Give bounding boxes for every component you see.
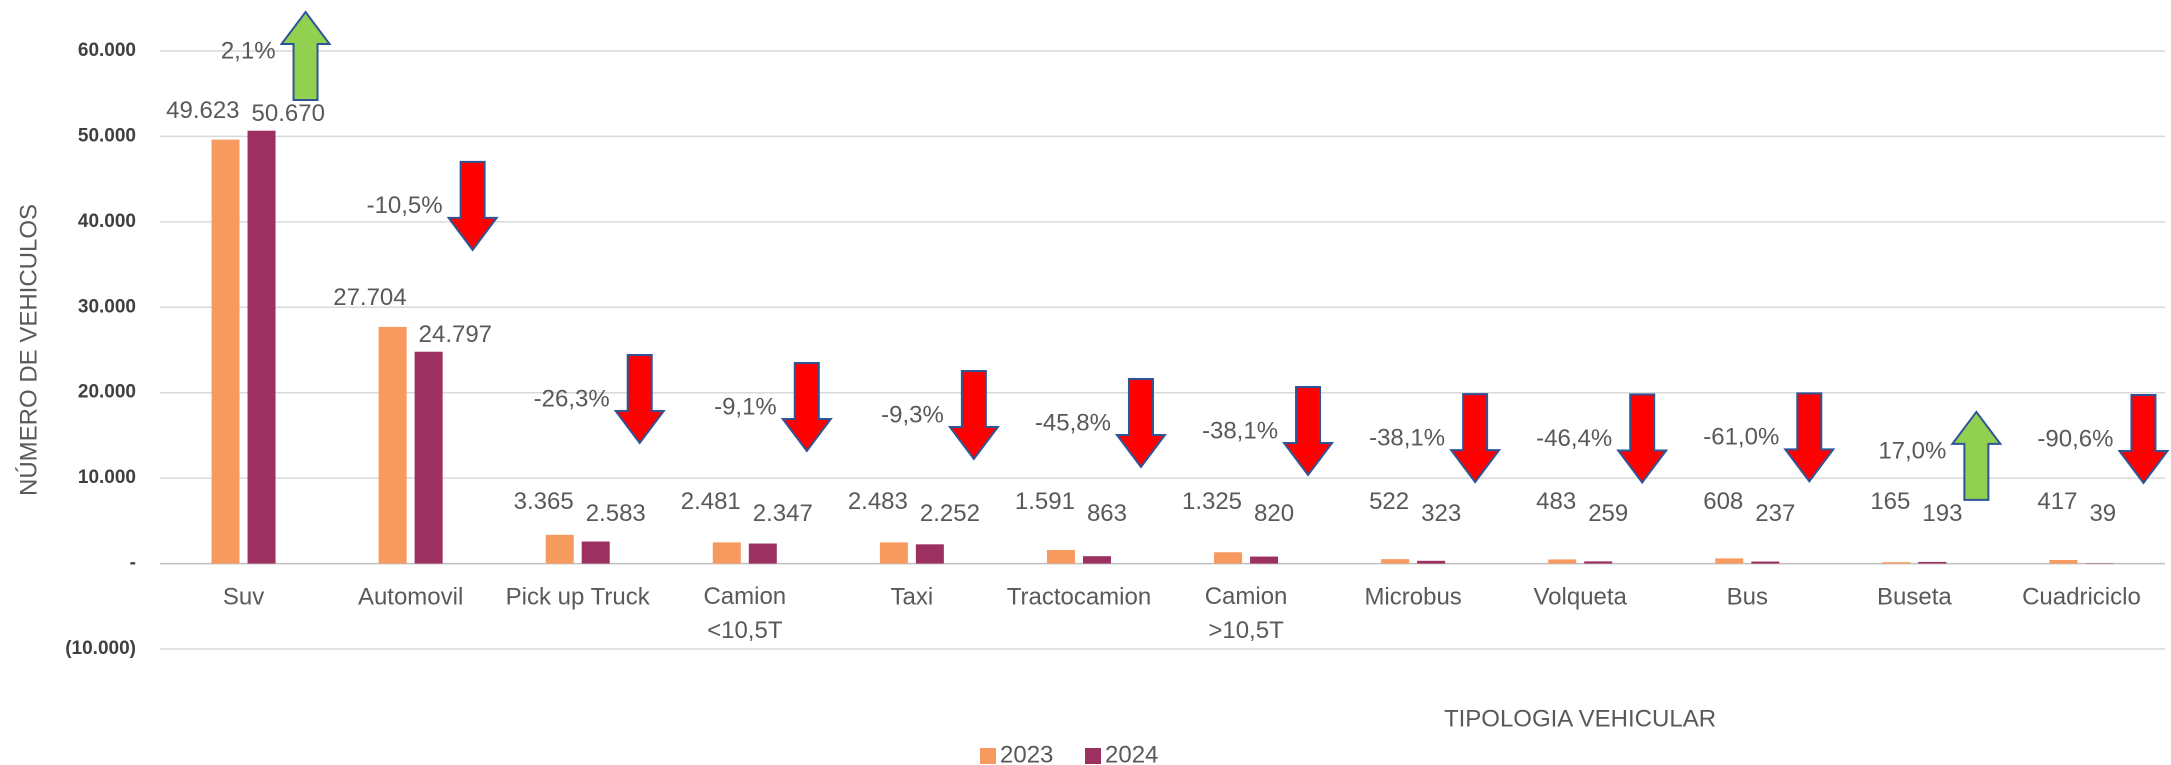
change-arrow <box>780 362 833 453</box>
bar <box>1417 560 1446 564</box>
x-axis-title: TIPOLOGIA VEHICULAR <box>1444 705 1716 732</box>
change-arrow <box>1449 393 1502 484</box>
change-arrow <box>1616 393 1669 485</box>
value-label: 1.325 <box>1182 488 1242 515</box>
value-label: 165 <box>1870 488 1910 515</box>
change-label: -9,3% <box>881 401 944 428</box>
x-tick-label: Buseta <box>1877 583 1952 610</box>
y-tick-label: (10.000) <box>65 638 136 659</box>
bar <box>211 139 240 564</box>
value-label: 259 <box>1588 500 1628 527</box>
x-tick-label: Pick up Truck <box>506 583 651 610</box>
value-label: 323 <box>1421 500 1461 527</box>
change-label: -46,4% <box>1536 425 1612 452</box>
x-tick-label: Suv <box>223 583 264 610</box>
value-label: 193 <box>1922 500 1962 527</box>
legend-swatch <box>1085 748 1101 764</box>
x-tick-label: Camion >10,5T <box>1205 583 1288 644</box>
value-label: 2.583 <box>586 500 646 527</box>
change-label: -61,0% <box>1703 424 1779 451</box>
bar <box>1882 562 1911 564</box>
value-label: 417 <box>2037 488 2077 515</box>
value-label: 2.481 <box>681 488 741 515</box>
x-tick-label: Microbus <box>1364 583 1461 610</box>
bar <box>1046 549 1075 564</box>
change-arrow <box>1114 378 1167 469</box>
value-label: 27.704 <box>333 284 406 311</box>
change-label: -10,5% <box>367 192 443 219</box>
bar <box>2049 560 2078 564</box>
change-label: -45,8% <box>1035 409 1111 436</box>
change-label: 2,1% <box>221 37 276 64</box>
bar <box>1250 556 1279 564</box>
value-label: 820 <box>1254 500 1294 527</box>
legend-label: 2024 <box>1105 741 1158 765</box>
x-tick-label: Tractocamion <box>1007 583 1152 610</box>
bar <box>247 130 276 564</box>
x-tick-label: Taxi <box>891 583 934 610</box>
bar <box>1548 559 1577 564</box>
bar <box>915 544 944 564</box>
value-label: 237 <box>1755 500 1795 527</box>
legend-swatch <box>980 748 996 764</box>
value-label: 39 <box>2089 500 2116 527</box>
change-label: -9,1% <box>714 393 777 420</box>
y-tick-label: 20.000 <box>78 382 136 403</box>
value-label: 2.483 <box>848 488 908 515</box>
value-label: 522 <box>1369 488 1409 515</box>
bar <box>1584 561 1613 564</box>
x-tick-label: Automovil <box>358 583 463 610</box>
bar <box>1381 559 1410 564</box>
bar <box>378 326 407 564</box>
change-arrow <box>1950 410 2003 501</box>
change-label: -90,6% <box>2037 425 2113 452</box>
y-axis-title: NÚMERO DE VEHICULOS <box>15 204 42 496</box>
bar <box>414 351 443 564</box>
value-label: 608 <box>1703 488 1743 515</box>
y-tick-label: 50.000 <box>78 125 136 146</box>
change-arrow <box>2117 394 2170 485</box>
change-arrow <box>446 160 499 252</box>
x-tick-label: Volqueta <box>1533 583 1627 610</box>
change-arrow <box>1783 392 1836 484</box>
change-label: -38,1% <box>1202 417 1278 444</box>
value-label: 49.623 <box>166 97 239 124</box>
y-tick-label: 30.000 <box>78 296 136 317</box>
bar <box>1751 561 1780 564</box>
value-label: 3.365 <box>514 488 574 515</box>
y-tick-label: 60.000 <box>78 40 136 61</box>
x-tick-label: Camion <10,5T <box>703 583 786 644</box>
bar <box>879 542 908 564</box>
bar <box>1082 556 1111 564</box>
bar <box>712 542 741 564</box>
bar <box>1918 561 1947 564</box>
y-tick-label: 10.000 <box>78 467 136 488</box>
bar <box>1715 558 1744 564</box>
value-label: 1.591 <box>1015 488 1075 515</box>
change-arrow <box>279 10 332 101</box>
change-label: -26,3% <box>534 385 610 412</box>
value-label: 24.797 <box>419 321 492 348</box>
y-tick-label: 40.000 <box>78 211 136 232</box>
value-label: 863 <box>1087 500 1127 527</box>
change-arrow <box>613 354 666 445</box>
change-arrow <box>947 370 1000 461</box>
bar <box>748 543 777 564</box>
value-label: 483 <box>1536 488 1576 515</box>
bar <box>581 541 610 564</box>
change-label: -38,1% <box>1369 424 1445 451</box>
change-arrow <box>1282 386 1335 477</box>
value-label: 50.670 <box>252 100 325 127</box>
legend-label: 2023 <box>1000 741 1053 765</box>
bar <box>1214 552 1243 564</box>
y-tick-label: - <box>130 553 136 574</box>
value-label: 2.347 <box>753 500 813 527</box>
value-label: 2.252 <box>920 500 980 527</box>
bar <box>545 534 574 564</box>
x-tick-label: Bus <box>1727 583 1768 610</box>
change-label: 17,0% <box>1878 437 1946 464</box>
x-tick-label: Cuadriciclo <box>2022 583 2141 610</box>
